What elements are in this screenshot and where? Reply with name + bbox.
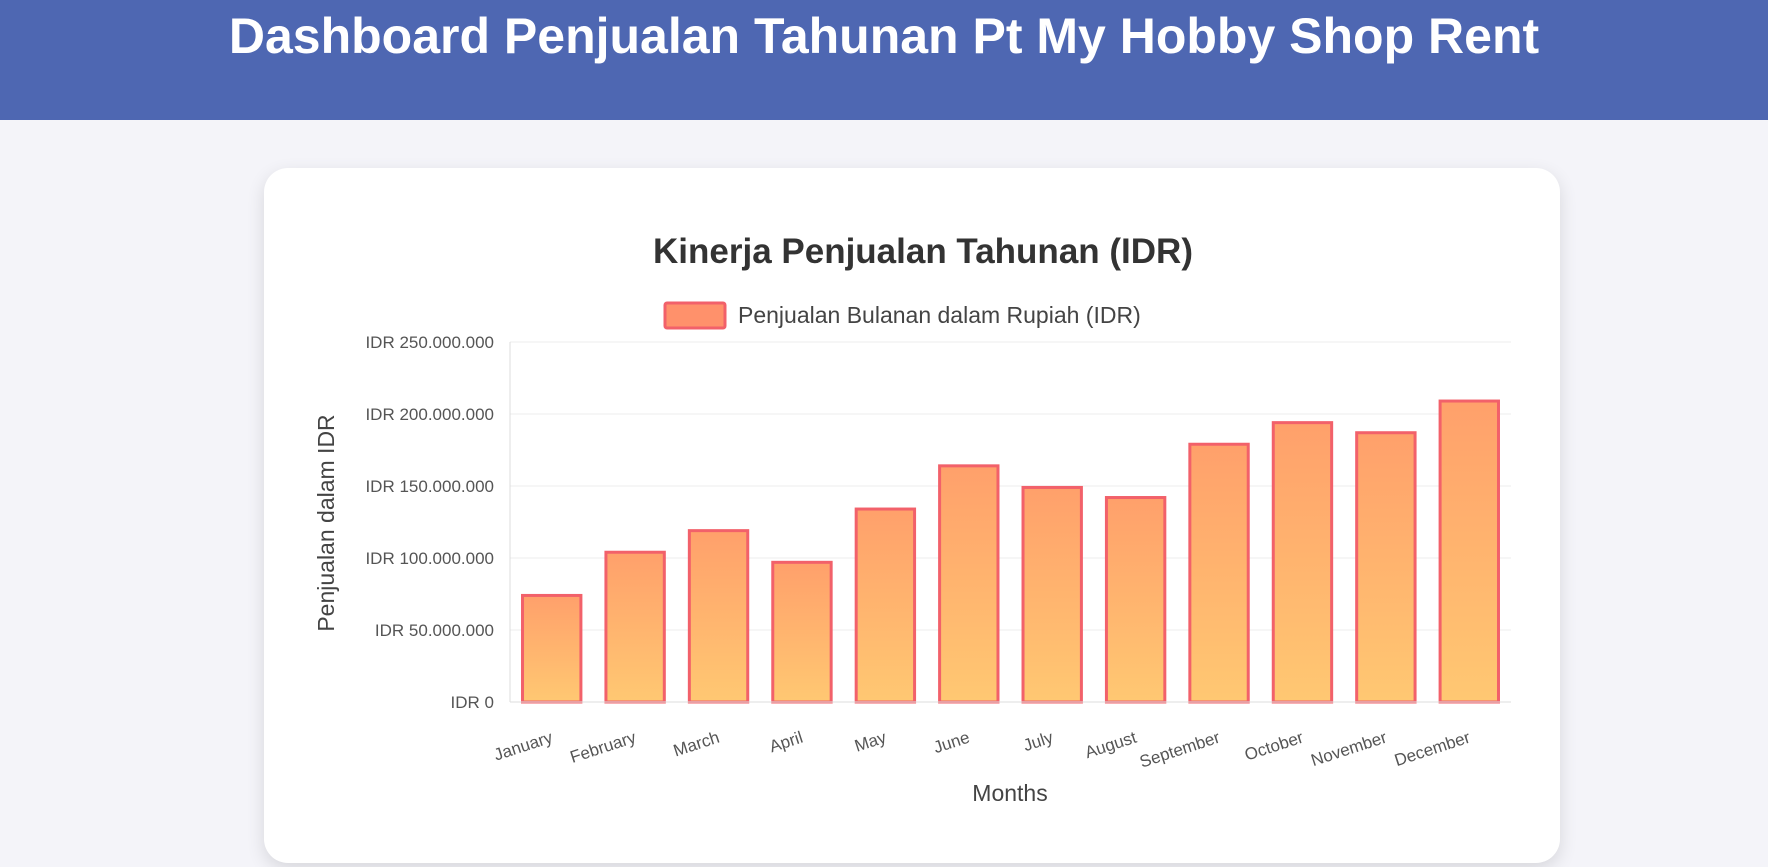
bar-november[interactable] <box>1355 431 1417 704</box>
x-tick-label: June <box>931 728 972 757</box>
bars <box>521 399 1500 704</box>
bar-july[interactable] <box>1021 485 1083 704</box>
y-axis-ticks: IDR 0 IDR 50.000.000 IDR 100.000.000 IDR 15… <box>365 333 494 712</box>
bar-chart: Kinerja Penjualan Tahunan (IDR) Penjuala… <box>313 232 1511 806</box>
bar-may[interactable] <box>854 507 917 704</box>
legend[interactable]: Penjualan Bulanan dalam Rupiah (IDR) <box>663 301 1141 330</box>
x-axis-ticks: January February March April May June July Augu… <box>492 728 1473 772</box>
bar-march[interactable] <box>687 529 750 704</box>
x-tick-label: July <box>1021 728 1056 756</box>
x-tick-label: January <box>492 728 556 765</box>
x-tick-label: October <box>1242 728 1306 765</box>
y-tick-label: IDR 250.000.000 <box>365 333 494 352</box>
y-tick-label: IDR 200.000.000 <box>365 405 494 424</box>
bar-april[interactable] <box>771 560 833 704</box>
bar-june[interactable] <box>938 464 1000 704</box>
legend-swatch <box>663 301 727 330</box>
x-tick-label: September <box>1137 728 1222 772</box>
x-tick-label: April <box>767 728 805 757</box>
x-tick-label: November <box>1309 728 1390 770</box>
y-tick-label: IDR 150.000.000 <box>365 477 494 496</box>
x-tick-label: March <box>671 728 722 761</box>
y-axis-title: Penjualan dalam IDR <box>313 414 339 631</box>
bar-august[interactable] <box>1104 496 1167 704</box>
y-tick-label: IDR 100.000.000 <box>365 549 494 568</box>
bar-february[interactable] <box>604 550 666 704</box>
y-tick-label: IDR 0 <box>451 693 494 712</box>
x-tick-label: February <box>568 728 639 767</box>
bar-september[interactable] <box>1188 442 1250 704</box>
x-tick-label: August <box>1083 728 1139 763</box>
page-title: Dashboard Penjualan Tahunan Pt My Hobby … <box>228 8 1540 64</box>
bar-october[interactable] <box>1271 421 1334 704</box>
page-header: Dashboard Penjualan Tahunan Pt My Hobby … <box>0 0 1768 120</box>
x-tick-label: May <box>852 728 889 756</box>
x-tick-label: December <box>1392 728 1473 770</box>
chart-title: Kinerja Penjualan Tahunan (IDR) <box>653 232 1193 271</box>
legend-label: Penjualan Bulanan dalam Rupiah (IDR) <box>738 302 1141 328</box>
bar-december[interactable] <box>1438 399 1500 704</box>
bar-january[interactable] <box>521 593 583 704</box>
y-tick-label: IDR 50.000.000 <box>375 621 494 640</box>
x-axis-title: Months <box>972 780 1047 806</box>
chart-card: Kinerja Penjualan Tahunan (IDR) Penjuala… <box>264 168 1560 863</box>
